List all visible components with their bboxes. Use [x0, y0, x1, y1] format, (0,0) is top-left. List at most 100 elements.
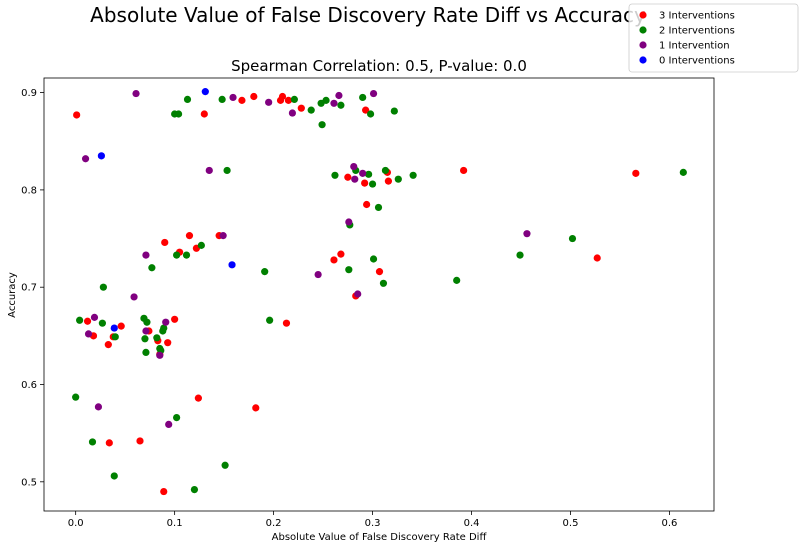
point-2-interventions [379, 279, 388, 287]
point-2-interventions [98, 319, 106, 327]
point-1-intervention [288, 109, 297, 117]
point-2-interventions [366, 110, 375, 118]
point-2-interventions [390, 107, 398, 115]
point-3-interventions [136, 437, 144, 445]
point-2-interventions [516, 251, 524, 259]
point-1-intervention [132, 89, 140, 98]
point-2-interventions [290, 95, 298, 104]
point-1-intervention [351, 175, 359, 183]
point-2-interventions [345, 266, 353, 274]
point-3-interventions [161, 238, 169, 247]
point-3-interventions [593, 254, 601, 262]
point-2-interventions [394, 175, 402, 183]
point-1-intervention [81, 155, 90, 163]
x-tick-label: 0.5 [563, 518, 579, 529]
point-2-interventions [99, 283, 107, 291]
legend-marker [639, 56, 647, 64]
point-2-interventions [221, 461, 229, 469]
point-3-interventions [185, 232, 194, 240]
y-axis-label: Accuracy [7, 272, 18, 318]
point-1-intervention [359, 169, 367, 177]
plot-area: 0.0 0.1 0.2 0.3 0.4 0.5 0.6 0.5 0.6 0.7 0.8 0.9 [21, 77, 715, 529]
y-tick-label: 0.5 [21, 477, 37, 488]
point-2-interventions [72, 393, 80, 401]
point-2-interventions [174, 110, 183, 118]
point-2-interventions [218, 95, 226, 104]
point-2-interventions [318, 121, 326, 129]
point-1-intervention [142, 251, 150, 259]
y-tick-label: 0.8 [21, 185, 37, 196]
point-3-interventions [164, 339, 172, 347]
point-2-interventions [266, 316, 274, 324]
legend-marker [639, 41, 647, 49]
point-3-interventions [362, 106, 370, 114]
point-1-intervention [345, 218, 353, 226]
point-3-interventions [171, 315, 179, 323]
point-1-intervention [523, 230, 531, 238]
point-3-interventions [297, 104, 305, 112]
x-tick-label: 0.1 [167, 518, 183, 529]
legend: 3 Interventions 2 Interventions 1 Interven… [628, 3, 799, 73]
point-1-intervention [369, 89, 378, 98]
point-1-intervention [354, 290, 362, 298]
point-2-interventions [111, 333, 119, 341]
chart-suptitle: Absolute Value of False Discovery Rate D… [90, 3, 646, 27]
point-2-interventions [307, 106, 315, 114]
point-3-interventions [117, 322, 125, 330]
point-3-interventions [363, 200, 371, 209]
point-2-interventions [143, 318, 151, 326]
point-2-interventions [409, 171, 417, 179]
y-tick-label: 0.9 [21, 88, 37, 99]
point-2-interventions [359, 93, 367, 102]
point-3-interventions [160, 487, 168, 496]
legend-marker [639, 26, 647, 34]
point-1-intervention [229, 93, 237, 102]
point-1-intervention [156, 351, 164, 359]
point-1-intervention [265, 98, 273, 106]
point-2-interventions [141, 335, 149, 343]
point-1-intervention [90, 313, 99, 321]
point-3-interventions [200, 110, 208, 118]
point-3-interventions [384, 177, 393, 185]
x-tick-label: 0.6 [662, 518, 678, 529]
point-3-interventions [330, 256, 338, 264]
point-2-interventions [369, 255, 378, 263]
point-2-interventions [173, 251, 181, 259]
point-2-interventions [190, 485, 199, 494]
y-tick-label: 0.6 [21, 380, 37, 391]
point-3-interventions [337, 250, 345, 258]
point-2-interventions [331, 171, 339, 179]
point-2-interventions [142, 348, 150, 356]
y-tick-label: 0.7 [21, 283, 37, 294]
legend-marker [639, 11, 647, 19]
point-3-interventions [282, 319, 291, 327]
point-2-interventions [223, 166, 231, 175]
point-2-interventions [261, 268, 269, 276]
point-2-interventions [374, 203, 383, 212]
point-1-intervention [94, 403, 103, 411]
point-2-interventions [568, 234, 577, 243]
point-0-interventions [228, 261, 236, 269]
point-2-interventions [173, 413, 181, 422]
point-2-interventions [110, 472, 118, 480]
point-1-intervention [335, 91, 343, 100]
legend-label: 2 Interventions [659, 26, 735, 37]
point-2-interventions [182, 251, 191, 259]
data-points [72, 88, 687, 496]
chart-title: Spearman Correlation: 0.5, P-value: 0.0 [231, 57, 527, 75]
point-2-interventions [76, 316, 84, 324]
point-2-interventions [381, 166, 390, 175]
point-3-interventions [105, 439, 113, 447]
x-axis-label: Absolute Value of False Discovery Rate D… [272, 532, 488, 543]
point-2-interventions [679, 168, 687, 176]
point-2-interventions [365, 170, 373, 178]
point-3-interventions [252, 404, 260, 412]
x-tick-label: 0.3 [365, 518, 381, 529]
point-3-interventions [83, 317, 92, 325]
point-2-interventions [160, 324, 168, 332]
point-2-interventions [88, 438, 97, 446]
point-3-interventions [250, 92, 258, 101]
point-2-interventions [337, 101, 345, 109]
point-0-interventions [201, 88, 209, 96]
